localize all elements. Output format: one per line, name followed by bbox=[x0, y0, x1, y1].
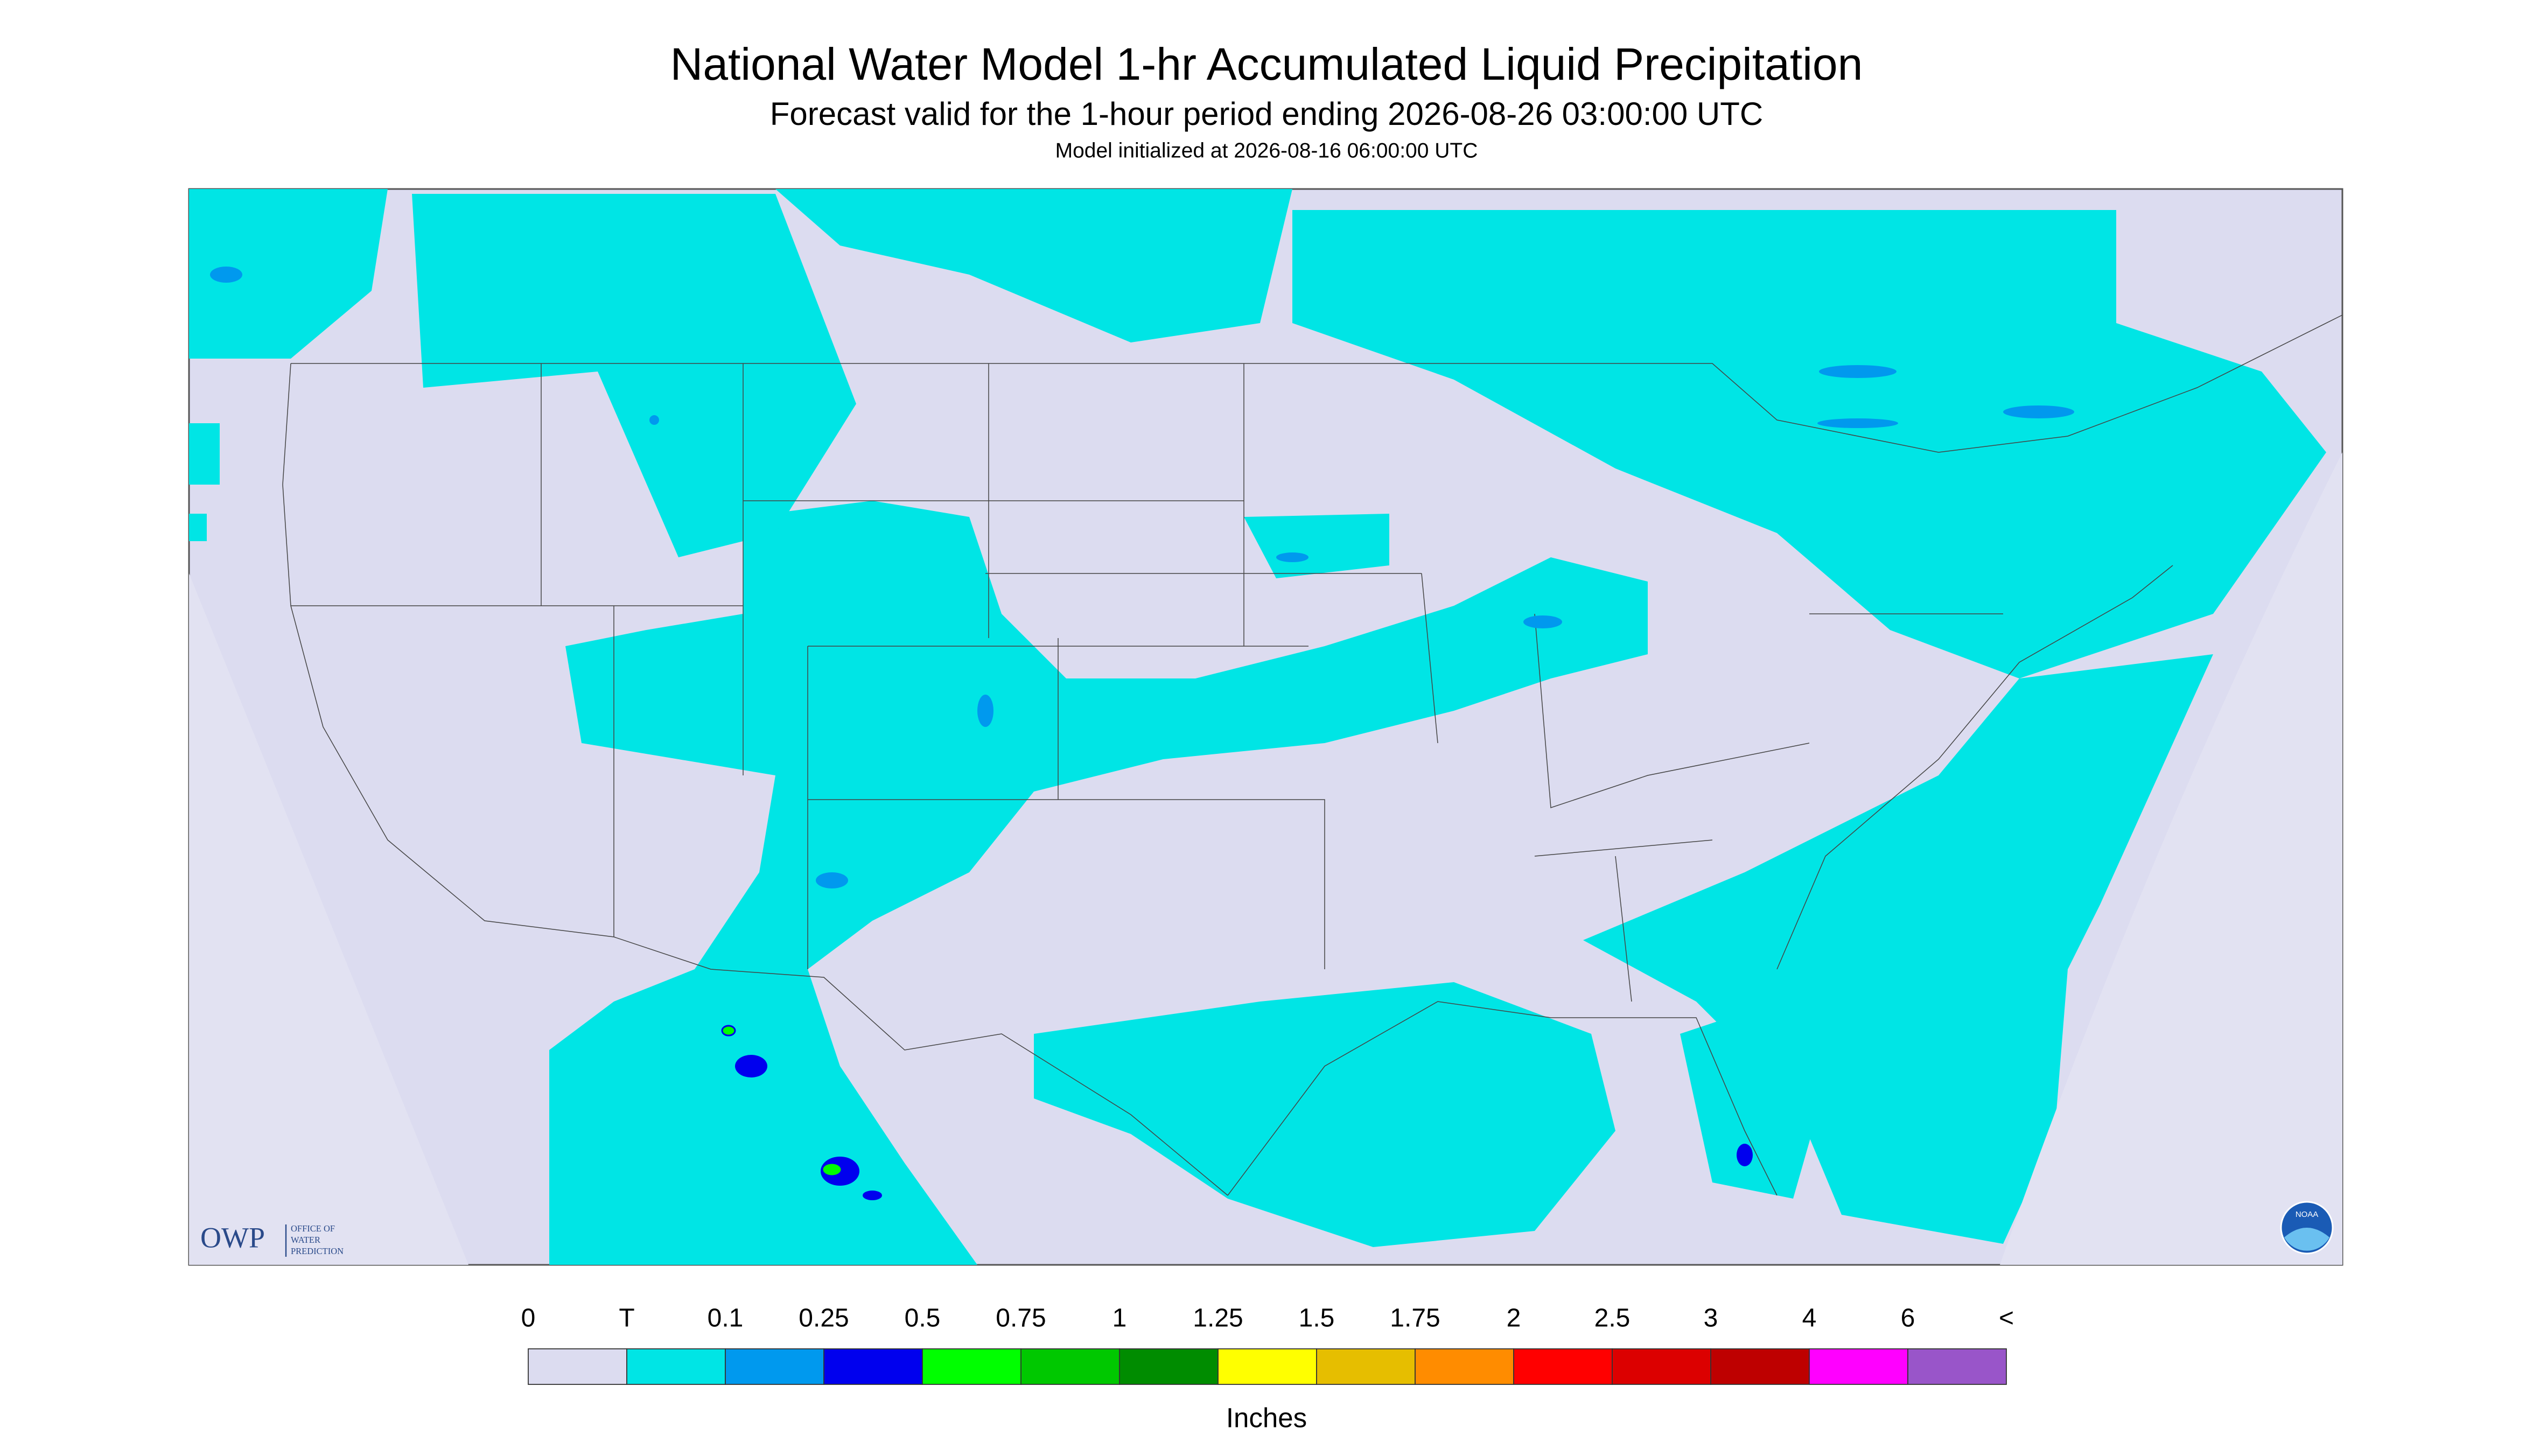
owp-text: PREDICTION bbox=[291, 1246, 344, 1256]
precip-spot bbox=[1737, 1144, 1753, 1167]
precip-area bbox=[189, 514, 207, 542]
legend-swatch bbox=[528, 1348, 627, 1385]
precip-spot bbox=[977, 695, 993, 727]
precip-spot bbox=[210, 267, 242, 283]
legend-swatch bbox=[823, 1348, 923, 1385]
noaa-wave bbox=[2284, 1228, 2329, 1251]
precip-spot bbox=[1276, 552, 1309, 563]
legend-label: 0.5 bbox=[905, 1304, 941, 1333]
legend-label: 1 bbox=[1112, 1304, 1127, 1333]
boundary bbox=[613, 500, 1422, 970]
owp-text: OFFICE OF bbox=[291, 1223, 335, 1234]
title: National Water Model 1-hr Accumulated Li… bbox=[670, 39, 1863, 89]
precip-spot bbox=[649, 415, 659, 425]
precip-area bbox=[1244, 514, 1389, 579]
legend-swatch bbox=[626, 1348, 726, 1385]
precip-area bbox=[1583, 654, 2213, 1244]
precip-spot bbox=[721, 1025, 736, 1037]
legend-swatch bbox=[1316, 1348, 1416, 1385]
precip-area bbox=[549, 501, 1648, 1265]
legend-label: 1.75 bbox=[1390, 1304, 1440, 1333]
precip-spot bbox=[1819, 365, 1897, 379]
map bbox=[188, 188, 2343, 1266]
legend-swatch bbox=[725, 1348, 824, 1385]
legend-swatch bbox=[1612, 1348, 1711, 1385]
legend-swatch bbox=[1710, 1348, 1810, 1385]
legend: 0 T 0.1 0.25 0.5 0.75 1 1.25 1.5 1.75 2 2.5 3 4 6 < bbox=[521, 1304, 2014, 1385]
init-time: Model initialized at 2026-08-16 06:00:00… bbox=[1055, 139, 1478, 162]
legend-swatch bbox=[1415, 1348, 1514, 1385]
legend-label: < bbox=[1999, 1304, 2014, 1333]
legend-label: 0.75 bbox=[996, 1304, 1046, 1333]
boundary bbox=[1776, 565, 2173, 970]
boundary bbox=[1421, 573, 2003, 1002]
legend-swatch bbox=[1809, 1348, 1908, 1385]
precip-area bbox=[1292, 210, 2326, 679]
precip-spot bbox=[863, 1191, 882, 1201]
legend-label: 1.5 bbox=[1299, 1304, 1335, 1333]
precip-spot bbox=[816, 872, 848, 889]
precip-area bbox=[1034, 982, 1615, 1248]
legend-label: 6 bbox=[1901, 1304, 1915, 1333]
legend-swatch bbox=[1907, 1348, 2007, 1385]
precip-spot bbox=[1817, 418, 1898, 429]
legend-swatch bbox=[1513, 1348, 1613, 1385]
boundary bbox=[291, 314, 2343, 453]
legend-label: 0.25 bbox=[799, 1304, 849, 1333]
precip-area bbox=[189, 189, 388, 359]
precip-area bbox=[1680, 1002, 1813, 1199]
legend-swatch bbox=[1217, 1348, 1317, 1385]
legend-label: 3 bbox=[1704, 1304, 1718, 1333]
legend-label: 2 bbox=[1507, 1304, 1521, 1333]
legend-unit: Inches bbox=[1226, 1402, 1307, 1433]
precip-spot bbox=[735, 1055, 767, 1078]
legend-swatch bbox=[1020, 1348, 1120, 1385]
legend-label: 2.5 bbox=[1594, 1304, 1631, 1333]
owp-text: WATER bbox=[291, 1235, 320, 1245]
precip-area bbox=[189, 423, 220, 485]
precip-spot bbox=[1523, 615, 1562, 629]
domain-edge bbox=[189, 573, 468, 1265]
legend-label: 0 bbox=[521, 1304, 536, 1333]
legend-label: 0.1 bbox=[708, 1304, 744, 1333]
legend-swatch bbox=[1119, 1348, 1219, 1385]
legend-label: 4 bbox=[1802, 1304, 1817, 1333]
legend-label: T bbox=[619, 1304, 634, 1333]
precip-area bbox=[775, 189, 1292, 343]
owp-logo: OWP bbox=[200, 1221, 265, 1254]
precip-spot bbox=[2003, 405, 2074, 419]
precip-area bbox=[412, 194, 856, 558]
subtitle: Forecast valid for the 1-hour period end… bbox=[770, 96, 1763, 132]
precip-spot bbox=[821, 1162, 843, 1177]
legend-swatch bbox=[922, 1348, 1021, 1385]
domain-edge bbox=[2000, 452, 2342, 1265]
noaa-text: NOAA bbox=[2296, 1210, 2319, 1219]
legend-label: 1.25 bbox=[1193, 1304, 1243, 1333]
boundary bbox=[1227, 1001, 1778, 1196]
